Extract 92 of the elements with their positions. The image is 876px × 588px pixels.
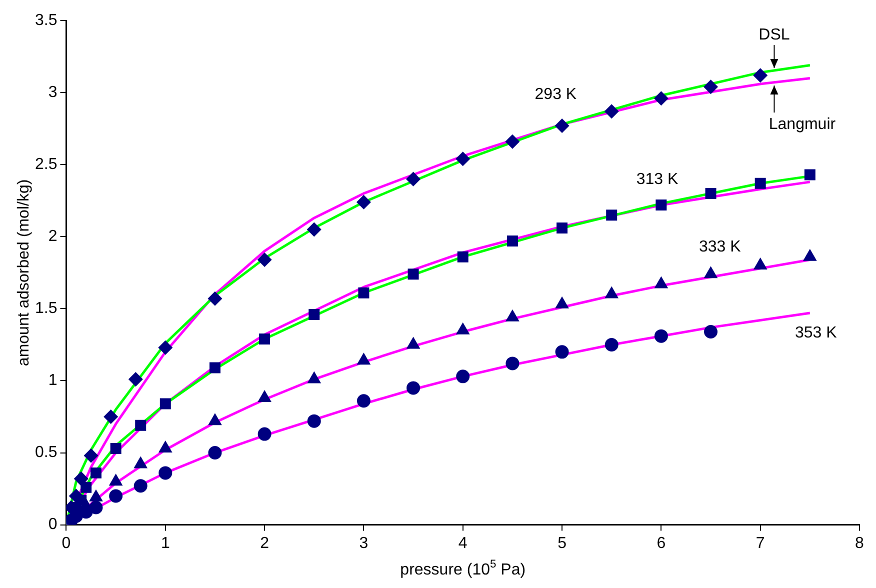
point bbox=[654, 329, 668, 343]
point bbox=[754, 258, 766, 270]
point bbox=[208, 414, 221, 426]
point bbox=[104, 410, 118, 424]
y-tick-label: 0 bbox=[48, 516, 58, 534]
point bbox=[654, 92, 668, 106]
point bbox=[258, 391, 271, 402]
y-tick-label: 1 bbox=[48, 372, 58, 390]
point bbox=[358, 354, 370, 365]
x-tick-label: 5 bbox=[558, 534, 567, 552]
point bbox=[754, 178, 766, 189]
x-tick-label: 4 bbox=[458, 534, 468, 552]
point bbox=[356, 394, 370, 408]
point bbox=[506, 236, 518, 246]
point bbox=[356, 195, 370, 209]
point bbox=[456, 324, 469, 334]
point bbox=[90, 467, 102, 478]
point bbox=[506, 134, 520, 148]
point bbox=[457, 251, 468, 262]
point bbox=[109, 489, 123, 503]
x-tick-label: 0 bbox=[62, 534, 71, 552]
point bbox=[135, 420, 146, 431]
x-tick-label: 6 bbox=[656, 534, 666, 552]
point bbox=[604, 338, 618, 352]
point bbox=[555, 345, 569, 359]
annotation: 333 K bbox=[698, 238, 742, 256]
y-tick-label: 3 bbox=[48, 84, 58, 102]
y-axis-title: amount adsorbed (mol/kg) bbox=[15, 179, 32, 366]
point bbox=[74, 472, 88, 486]
point bbox=[606, 288, 618, 298]
point bbox=[754, 68, 768, 82]
point bbox=[358, 287, 370, 298]
point bbox=[69, 489, 83, 503]
point bbox=[128, 372, 142, 386]
annotation: 293 K bbox=[534, 86, 577, 104]
point bbox=[506, 310, 518, 322]
x-tick-label: 1 bbox=[160, 534, 170, 552]
point bbox=[606, 210, 618, 221]
point bbox=[160, 398, 171, 410]
annotation: 313 K bbox=[636, 170, 678, 188]
point bbox=[158, 466, 172, 480]
point bbox=[408, 268, 419, 280]
point bbox=[89, 500, 103, 514]
point bbox=[80, 482, 92, 493]
point bbox=[84, 448, 98, 462]
point bbox=[158, 340, 172, 354]
point bbox=[308, 308, 320, 320]
y-tick-label: 2.5 bbox=[34, 156, 58, 174]
point bbox=[159, 442, 172, 452]
point bbox=[804, 250, 816, 261]
point bbox=[90, 490, 102, 502]
point bbox=[704, 325, 718, 339]
point bbox=[556, 222, 568, 234]
point bbox=[308, 372, 320, 384]
point bbox=[208, 446, 222, 460]
x-tick-label: 7 bbox=[756, 534, 765, 552]
point bbox=[456, 152, 470, 166]
point bbox=[110, 474, 122, 486]
point bbox=[655, 277, 668, 288]
point bbox=[604, 104, 618, 118]
point bbox=[555, 119, 569, 133]
point bbox=[456, 370, 470, 384]
x-tick-label: 3 bbox=[359, 534, 368, 552]
point bbox=[134, 458, 147, 468]
point bbox=[208, 292, 222, 306]
x-tick-label: 8 bbox=[855, 534, 864, 552]
point bbox=[406, 381, 420, 395]
annotation: 353 K bbox=[794, 324, 838, 342]
point bbox=[258, 252, 272, 266]
point bbox=[307, 414, 321, 428]
point bbox=[110, 442, 122, 454]
y-tick-label: 0.5 bbox=[34, 444, 58, 462]
point bbox=[656, 200, 667, 210]
point bbox=[407, 338, 420, 349]
point bbox=[258, 427, 272, 441]
annotation: DSL bbox=[758, 26, 790, 44]
point bbox=[307, 222, 321, 236]
x-tick-label: 2 bbox=[260, 534, 270, 552]
point bbox=[259, 333, 270, 344]
point bbox=[406, 172, 420, 186]
point bbox=[705, 188, 716, 199]
y-tick-label: 1.5 bbox=[34, 300, 58, 318]
y-tick-label: 3.5 bbox=[34, 12, 58, 30]
y-tick-label: 2 bbox=[48, 228, 58, 246]
point bbox=[209, 362, 220, 374]
point bbox=[134, 479, 148, 493]
point bbox=[704, 267, 717, 278]
point bbox=[804, 169, 816, 180]
point bbox=[704, 80, 718, 94]
annotation: Langmuir bbox=[768, 116, 836, 133]
point bbox=[506, 356, 520, 370]
point bbox=[556, 298, 568, 308]
